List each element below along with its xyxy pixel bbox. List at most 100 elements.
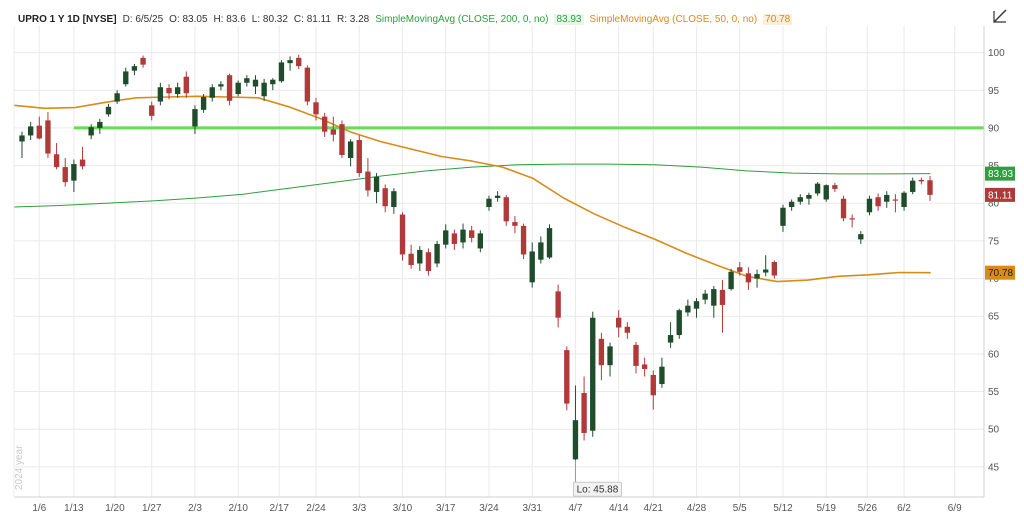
candle-body	[754, 274, 760, 279]
low-annotation-box	[572, 481, 622, 497]
close-price-badge-bg	[985, 187, 1015, 202]
candle-body	[399, 214, 406, 255]
candle	[244, 75, 250, 87]
x-tick-label: 2/17	[270, 503, 290, 514]
candle	[365, 158, 371, 197]
candle	[451, 229, 458, 250]
candle	[434, 240, 440, 268]
candle-body	[858, 234, 864, 240]
candle	[339, 120, 345, 159]
candle-body	[503, 197, 509, 222]
candle-body	[330, 129, 336, 135]
sma50-study-label[interactable]: SimpleMovingAvg (CLOSE, 50, 0, no)	[589, 13, 758, 25]
candle	[918, 177, 925, 185]
candle	[192, 105, 198, 134]
candle-body	[590, 317, 596, 431]
candle	[114, 90, 120, 104]
candle	[460, 223, 466, 249]
candle-body	[616, 317, 622, 328]
candle-body	[62, 167, 68, 183]
candle-body	[53, 154, 60, 168]
sma200-line	[13, 163, 931, 208]
candle	[62, 158, 68, 187]
candle-body	[572, 420, 579, 460]
candle	[693, 298, 700, 318]
candle-body	[745, 273, 752, 283]
candle	[728, 268, 734, 291]
candle-body	[19, 135, 25, 142]
range-value: R: 3.28	[336, 13, 370, 25]
candle-body	[166, 87, 172, 94]
sma50-line	[13, 95, 931, 283]
candle	[296, 54, 302, 70]
candle-body	[598, 338, 605, 366]
candle-body	[460, 229, 466, 243]
candle-body	[347, 141, 354, 159]
candle	[71, 159, 77, 192]
x-tick-label: 5/26	[858, 503, 878, 514]
axes: 45505560657075808590951001/61/131/201/27…	[13, 26, 1015, 514]
candle	[771, 260, 778, 279]
candle	[347, 139, 354, 167]
close-value: C: 81.11	[293, 13, 331, 25]
candle	[105, 103, 112, 117]
candle-body	[546, 228, 553, 258]
candle-body	[339, 124, 345, 156]
candle-body	[875, 197, 881, 207]
candle-body	[313, 102, 319, 115]
candle-body	[737, 267, 743, 272]
x-tick-label: 1/6	[32, 503, 46, 514]
candle-body	[287, 60, 293, 64]
candle	[685, 299, 691, 317]
candle-body	[641, 364, 648, 369]
x-tick-label: 4/7	[568, 503, 582, 514]
candle	[53, 142, 60, 170]
candle	[45, 112, 51, 159]
candle-body	[27, 126, 34, 136]
candle-body	[529, 251, 535, 283]
symbol-label[interactable]: UPRO 1 Y 1D [NYSE]	[18, 13, 117, 25]
candle-body	[434, 243, 440, 264]
candle	[616, 310, 622, 338]
candle	[884, 191, 890, 208]
candles	[19, 54, 933, 461]
candle-body	[520, 225, 527, 255]
candle	[910, 177, 916, 195]
candle-body	[105, 106, 112, 115]
candle	[858, 231, 864, 244]
candle-body	[114, 93, 120, 102]
candle	[123, 67, 129, 87]
candle	[676, 308, 682, 339]
sma200-study-value: 83.93	[554, 13, 584, 25]
candle-body	[200, 97, 207, 110]
candle	[97, 118, 103, 134]
candle-body	[494, 195, 501, 198]
y-tick-label: 100	[988, 48, 1005, 59]
candle	[443, 224, 449, 249]
candle-body	[659, 366, 665, 385]
candle	[494, 191, 501, 202]
candle	[797, 194, 803, 205]
sma200-study-label[interactable]: SimpleMovingAvg (CLOSE, 200, 0, no)	[375, 13, 549, 25]
candle	[512, 216, 518, 234]
candle-body	[36, 125, 42, 139]
drawing-tool-icon[interactable]	[990, 6, 1010, 26]
x-tick-label: 5/5	[733, 503, 747, 514]
candle-body	[157, 87, 164, 102]
candle	[780, 204, 786, 232]
candle	[745, 267, 752, 290]
candle	[425, 248, 432, 276]
candle-body	[192, 109, 198, 127]
sma50-study-value: 70.78	[763, 13, 793, 25]
candle-body	[633, 344, 639, 366]
candle	[149, 101, 155, 121]
candle	[321, 112, 328, 137]
candle	[806, 192, 812, 205]
candle-body	[149, 105, 155, 116]
candle-body	[296, 57, 302, 67]
candle-body	[218, 84, 224, 87]
candle-body	[408, 253, 414, 266]
x-tick-label: 5/12	[773, 503, 793, 514]
candle-body	[797, 197, 803, 202]
